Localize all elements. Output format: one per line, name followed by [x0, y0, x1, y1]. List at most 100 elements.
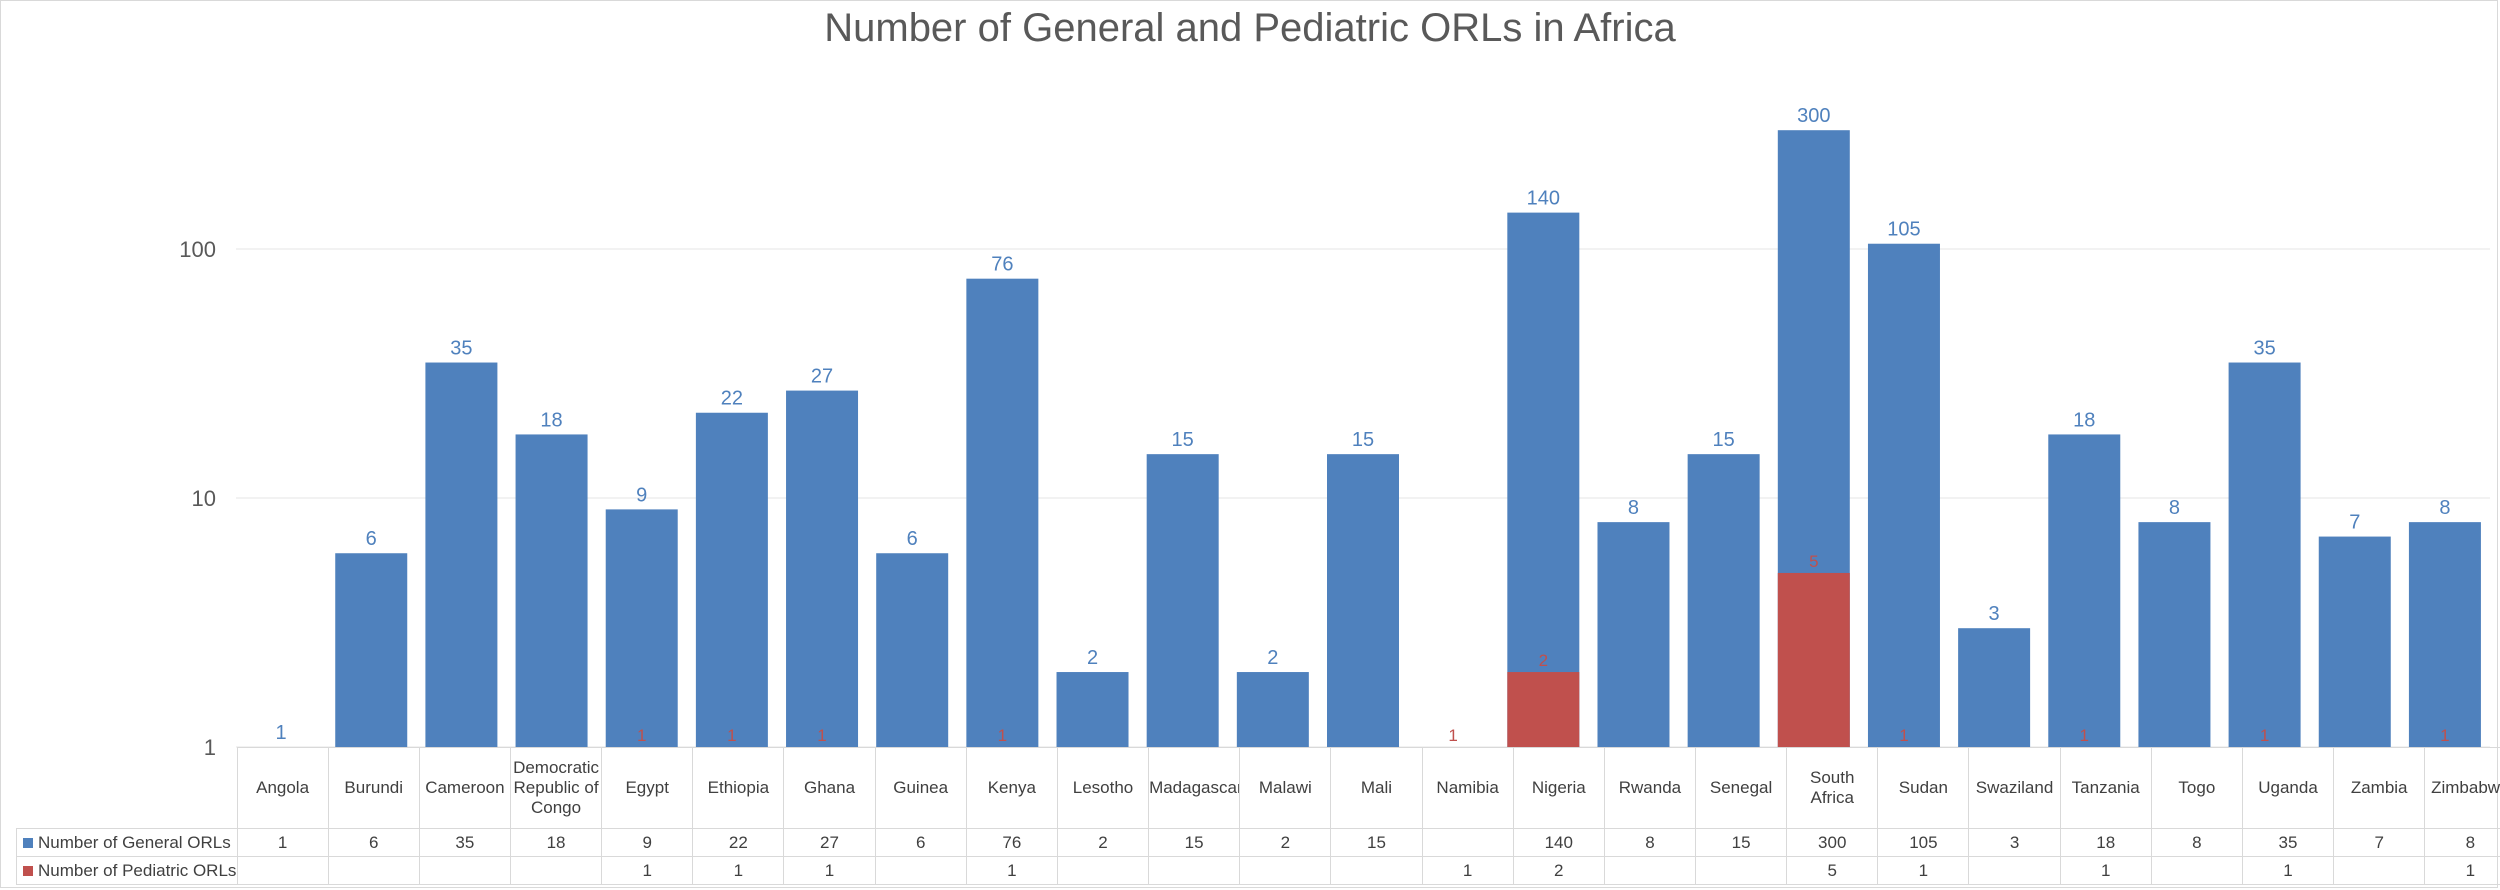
bar-pediatric-nigeria — [1507, 672, 1579, 747]
category-label-senegal: Senegal — [1696, 748, 1787, 829]
label-pediatric-ghana: 1 — [817, 726, 826, 745]
table-cell-general-zimbabwe: 8 — [2425, 829, 2500, 857]
table-cell-general-burundi: 6 — [328, 829, 419, 857]
y-tick-label-100: 100 — [179, 237, 216, 262]
table-cell-pediatric-ghana: 1 — [784, 857, 875, 885]
label-general-rwanda: 8 — [1628, 497, 1639, 519]
legend-label-pediatric: Number of Pediatric ORLs — [38, 861, 236, 880]
table-cell-general-uganda: 35 — [2242, 829, 2333, 857]
bar-general-madagascar — [1147, 454, 1219, 747]
table-cell-pediatric-ethiopia: 1 — [693, 857, 784, 885]
label-pediatric-egypt: 1 — [637, 726, 646, 745]
bar-general-mali — [1327, 454, 1399, 747]
category-label-guinea: Guinea — [875, 748, 966, 829]
label-general-tanzania: 18 — [2073, 409, 2095, 431]
table-cell-general-madagascar: 15 — [1149, 829, 1240, 857]
bar-general-malawi — [1237, 672, 1309, 747]
table-cell-general-mali: 15 — [1331, 829, 1422, 857]
category-label-ethiopia: Ethiopia — [693, 748, 784, 829]
label-pediatric-ethiopia: 1 — [727, 726, 736, 745]
table-cell-general-lesotho: 2 — [1057, 829, 1148, 857]
legend-key-general: Number of General ORLs — [17, 829, 238, 857]
table-cell-pediatric-lesotho — [1057, 857, 1148, 885]
table-cell-pediatric-sudan: 1 — [1878, 857, 1969, 885]
table-cell-pediatric-namibia: 1 — [1422, 857, 1513, 885]
label-general-sudan: 105 — [1887, 219, 1920, 241]
table-cell-general-sudan: 105 — [1878, 829, 1969, 857]
table-cell-pediatric-senegal — [1696, 857, 1787, 885]
table-cell-general-angola: 1 — [237, 829, 328, 857]
data-table: Angola Burundi Cameroon Democratic Republic… — [16, 747, 2500, 885]
label-pediatric-zimbabwe: 1 — [2440, 726, 2449, 745]
label-general-angola: 1 — [276, 722, 287, 744]
bar-general-togo — [2138, 522, 2210, 747]
bar-general-rwanda — [1597, 522, 1669, 747]
label-general-ghana: 27 — [811, 366, 833, 388]
legend-swatch-general — [23, 838, 33, 848]
category-label-egypt: Egypt — [602, 748, 693, 829]
bar-general-swaziland — [1958, 628, 2030, 747]
label-pediatric-tanzania: 1 — [2080, 726, 2089, 745]
table-cell-general-ethiopia: 22 — [693, 829, 784, 857]
table-cell-general-senegal: 15 — [1696, 829, 1787, 857]
label-general-senegal: 15 — [1713, 429, 1735, 451]
table-cell-pediatric-swaziland — [1969, 857, 2060, 885]
table-cell-general-swaziland: 3 — [1969, 829, 2060, 857]
bar-general-sudan — [1868, 244, 1940, 747]
label-pediatric-sudan: 1 — [1899, 726, 1908, 745]
table-cell-general-togo: 8 — [2151, 829, 2242, 857]
category-label-tanzania: Tanzania — [2060, 748, 2151, 829]
table-cell-general-zambia: 7 — [2334, 829, 2425, 857]
general-orl-bars — [335, 130, 2481, 747]
table-cell-pediatric-uganda: 1 — [2242, 857, 2333, 885]
category-label-south-africa: South Africa — [1787, 748, 1878, 829]
table-cell-general-cameroon: 35 — [419, 829, 510, 857]
table-cell-pediatric-angola — [237, 857, 328, 885]
table-cell-general-kenya: 76 — [966, 829, 1057, 857]
category-label-cameroon: Cameroon — [419, 748, 510, 829]
label-pediatric-namibia: 1 — [1448, 726, 1457, 745]
category-row: Angola Burundi Cameroon Democratic Republic… — [17, 748, 2500, 829]
table-cell-pediatric-rwanda — [1604, 857, 1695, 885]
bar-general-cameroon — [425, 363, 497, 747]
label-general-cameroon: 35 — [450, 338, 472, 360]
legend-swatch-pediatric — [23, 866, 33, 876]
table-cell-pediatric-mali — [1331, 857, 1422, 885]
legend-key-pediatric: Number of Pediatric ORLs — [17, 857, 238, 885]
table-cell-pediatric-cameroon — [419, 857, 510, 885]
table-cell-general-nigeria: 140 — [1513, 829, 1604, 857]
label-general-egypt: 9 — [636, 484, 647, 506]
table-cell-pediatric-madagascar — [1149, 857, 1240, 885]
bar-general-burundi — [335, 553, 407, 747]
category-label-zimbabwe: Zimbabwe — [2425, 748, 2500, 829]
bar-general-senegal — [1688, 454, 1760, 747]
table-cell-general-south-africa: 300 — [1787, 829, 1878, 857]
category-label-uganda: Uganda — [2242, 748, 2333, 829]
category-label-sudan: Sudan — [1878, 748, 1969, 829]
general-orl-row: Number of General ORLs 1 6 35 18 9 22 27 6 76 2 15 2… — [17, 829, 2500, 857]
label-general-zimbabwe: 8 — [2439, 497, 2450, 519]
table-cell-general-malawi: 2 — [1240, 829, 1331, 857]
bar-general-zimbabwe — [2409, 522, 2481, 747]
category-label-rwanda: Rwanda — [1604, 748, 1695, 829]
category-label-democratic-republic-of-congo: Democratic Republic of Congo — [510, 748, 601, 829]
table-cell-pediatric-zimbabwe: 1 — [2425, 857, 2500, 885]
table-cell-general-tanzania: 18 — [2060, 829, 2151, 857]
label-general-burundi: 6 — [366, 528, 377, 550]
table-cell-general-rwanda: 8 — [1604, 829, 1695, 857]
bar-pediatric-south-africa — [1778, 573, 1850, 747]
table-cell-general-guinea: 6 — [875, 829, 966, 857]
label-pediatric-south-africa: 5 — [1809, 552, 1818, 571]
table-cell-general-democratic-republic-of-congo: 18 — [510, 829, 601, 857]
label-general-south-africa: 300 — [1797, 105, 1830, 127]
category-label-angola: Angola — [237, 748, 328, 829]
label-general-democratic-republic-of-congo: 18 — [540, 409, 562, 431]
category-label-lesotho: Lesotho — [1057, 748, 1148, 829]
label-general-uganda: 35 — [2253, 338, 2275, 360]
bar-general-egypt — [606, 509, 678, 747]
table-cell-general-ghana: 27 — [784, 829, 875, 857]
label-general-guinea: 6 — [907, 528, 918, 550]
legend-label-general: Number of General ORLs — [38, 833, 231, 852]
table-cell-pediatric-tanzania: 1 — [2060, 857, 2151, 885]
label-general-madagascar: 15 — [1172, 429, 1194, 451]
